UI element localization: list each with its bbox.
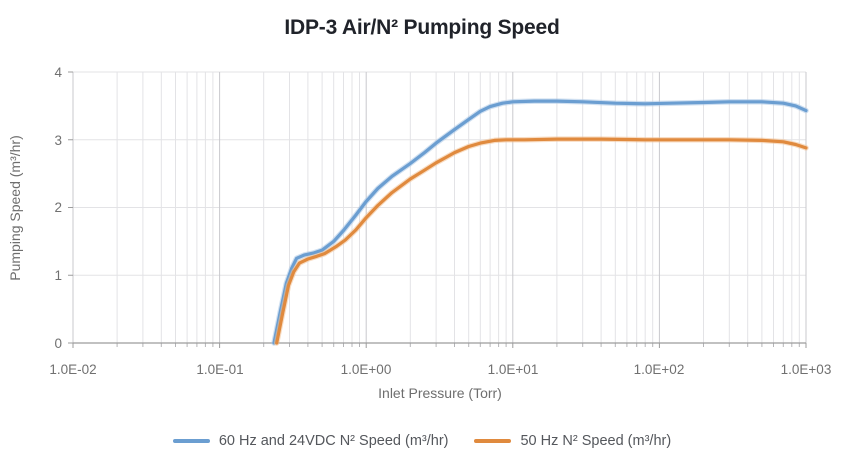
x-tick-label: 1.0E+03 <box>781 362 832 377</box>
x-tick-label: 1.0E+02 <box>634 362 685 377</box>
y-tick-label: 2 <box>54 200 62 215</box>
legend-line-swatch-blue-icon <box>172 438 210 444</box>
y-tick-label: 4 <box>54 65 62 80</box>
legend-line-swatch-orange-icon <box>474 438 512 444</box>
x-tick-label: 1.0E+00 <box>341 362 392 377</box>
y-axis-label: Pumping Speed (m³/hr) <box>7 135 23 281</box>
legend-label: 60 Hz and 24VDC N² Speed (m³/hr) <box>218 433 449 449</box>
x-axis-label: Inlet Pressure (Torr) <box>378 385 502 401</box>
y-tick-label: 3 <box>54 133 62 148</box>
legend-item-50hz: 50 Hz N² Speed (m³/hr) <box>474 433 671 449</box>
y-tick-label: 0 <box>54 336 62 351</box>
legend-item-60hz-24vdc: 60 Hz and 24VDC N² Speed (m³/hr) <box>172 433 449 449</box>
x-tick-label: 1.0E+01 <box>488 362 539 377</box>
chart-legend: 60 Hz and 24VDC N² Speed (m³/hr) 50 Hz N… <box>0 433 844 449</box>
legend-label: 50 Hz N² Speed (m³/hr) <box>520 433 672 449</box>
chart-title: IDP-3 Air/N² Pumping Speed <box>284 16 560 39</box>
y-tick-label: 1 <box>54 268 62 283</box>
x-tick-label: 1.0E-01 <box>196 362 243 377</box>
chart-graphics <box>68 71 809 348</box>
x-tick-label: 1.0E-02 <box>49 362 96 377</box>
